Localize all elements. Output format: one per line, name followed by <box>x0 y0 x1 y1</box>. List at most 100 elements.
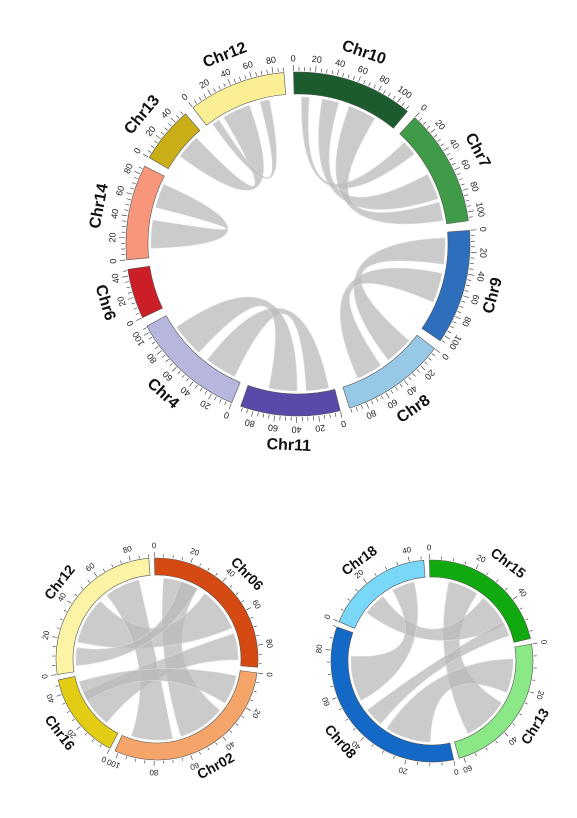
tick-mark <box>326 69 328 74</box>
tick-label: 20 <box>144 124 158 138</box>
tick-mark <box>465 199 470 202</box>
tick-mark <box>513 595 518 600</box>
tick-mark <box>396 561 399 566</box>
tick-mark <box>123 270 128 272</box>
tick-mark <box>266 69 268 74</box>
tick-label: 0 <box>264 672 274 678</box>
tick-mark <box>426 125 431 129</box>
tick-mark <box>257 412 259 417</box>
tick-mark <box>347 74 350 79</box>
tick-mark <box>93 572 98 577</box>
tick-label: 0 <box>427 543 432 552</box>
tick-mark <box>62 702 66 705</box>
tick-label: 60 <box>459 158 472 171</box>
tick-mark <box>156 350 162 355</box>
tick-mark <box>435 348 441 354</box>
tick-label: 80 <box>468 180 481 193</box>
tick-mark <box>246 607 251 611</box>
tick-mark <box>240 407 243 412</box>
tick-mark <box>415 112 420 118</box>
synteny-link-8 <box>150 183 229 249</box>
tick-mark <box>371 400 374 405</box>
tick-label: 20 <box>475 553 487 565</box>
chromosome-chr10: 0 20 40 60 80 100 Chr10 <box>291 37 414 129</box>
tick-mark <box>195 384 198 389</box>
tick-mark <box>128 555 131 561</box>
tick-mark <box>125 281 130 283</box>
tick-mark <box>440 143 445 147</box>
tick-mark <box>250 616 254 619</box>
tick-label: 20 <box>115 295 128 308</box>
synteny-link-6 <box>75 581 198 666</box>
tick-label: 80 <box>265 55 276 66</box>
tick-mark <box>374 572 377 576</box>
tick-mark <box>102 568 105 572</box>
tick-label: 20 <box>107 232 117 242</box>
tick-label: 40 <box>110 273 122 285</box>
synteny-link-2 <box>386 658 514 743</box>
tick-mark <box>433 134 438 138</box>
tick-mark <box>475 564 479 570</box>
tick-mark <box>55 685 59 687</box>
synteny-link-3 <box>366 596 505 641</box>
tick-mark <box>352 76 355 81</box>
tick-mark <box>467 279 472 281</box>
tick-mark <box>188 102 193 108</box>
tick-mark <box>529 691 535 694</box>
chromosome-chr14: 0 20 40 60 80 Chr14 <box>87 162 165 264</box>
synteny-link-5 <box>78 668 237 704</box>
tick-mark <box>71 718 75 722</box>
tick-mark <box>91 738 95 742</box>
chromosome-band-chr12 <box>55 558 151 675</box>
tick-mark <box>67 600 72 604</box>
synteny-link-7 <box>176 296 298 392</box>
chromosome-band-chr6 <box>127 265 163 319</box>
tick-label: 0 <box>100 754 109 764</box>
tick-mark <box>180 111 184 115</box>
tick-mark <box>512 723 516 726</box>
tick-mark <box>468 273 475 276</box>
tick-mark <box>133 307 138 310</box>
tick-label: 80 <box>122 544 133 555</box>
tick-mark <box>334 412 337 417</box>
tick-mark <box>456 173 461 176</box>
synteny-link-6 <box>207 307 329 392</box>
tick-label: 100 <box>447 333 463 351</box>
synteny-link-5 <box>367 621 510 725</box>
chromosome-band-chr16 <box>57 676 119 749</box>
tick-label: 60 <box>267 422 278 433</box>
tick-label: 20 <box>534 689 545 701</box>
tick-mark <box>340 411 343 418</box>
tick-mark <box>390 389 394 394</box>
tick-mark <box>253 690 257 693</box>
tick-label: 0 <box>291 53 296 63</box>
tick-mark <box>177 370 181 375</box>
tick-mark <box>66 711 70 714</box>
synteny-links <box>150 96 446 392</box>
tick-mark <box>467 210 474 213</box>
tick-mark <box>273 415 275 422</box>
tick-label: 40 <box>475 271 487 283</box>
tick-mark <box>241 600 245 603</box>
tick-mark <box>397 97 402 103</box>
tick-label: 40 <box>334 57 346 69</box>
chromosome-band-chr14 <box>125 165 165 261</box>
tick-mark <box>99 744 102 748</box>
tick-mark <box>52 636 58 638</box>
tick-mark <box>333 625 337 627</box>
tick-label: 80 <box>314 643 324 653</box>
tick-mark <box>347 598 351 601</box>
tick-mark <box>428 357 432 361</box>
tick-label: 0 <box>323 613 333 621</box>
tick-label: 80 <box>122 162 135 175</box>
tick-mark <box>169 362 173 367</box>
tick-mark <box>147 150 152 153</box>
chromosome-band-chr02 <box>114 670 258 761</box>
tick-mark <box>133 176 138 180</box>
tick-mark <box>131 302 136 305</box>
tick-mark <box>404 759 407 765</box>
tick-mark <box>59 618 63 621</box>
tick-mark <box>504 732 509 737</box>
tick-label: 60 <box>356 64 369 77</box>
